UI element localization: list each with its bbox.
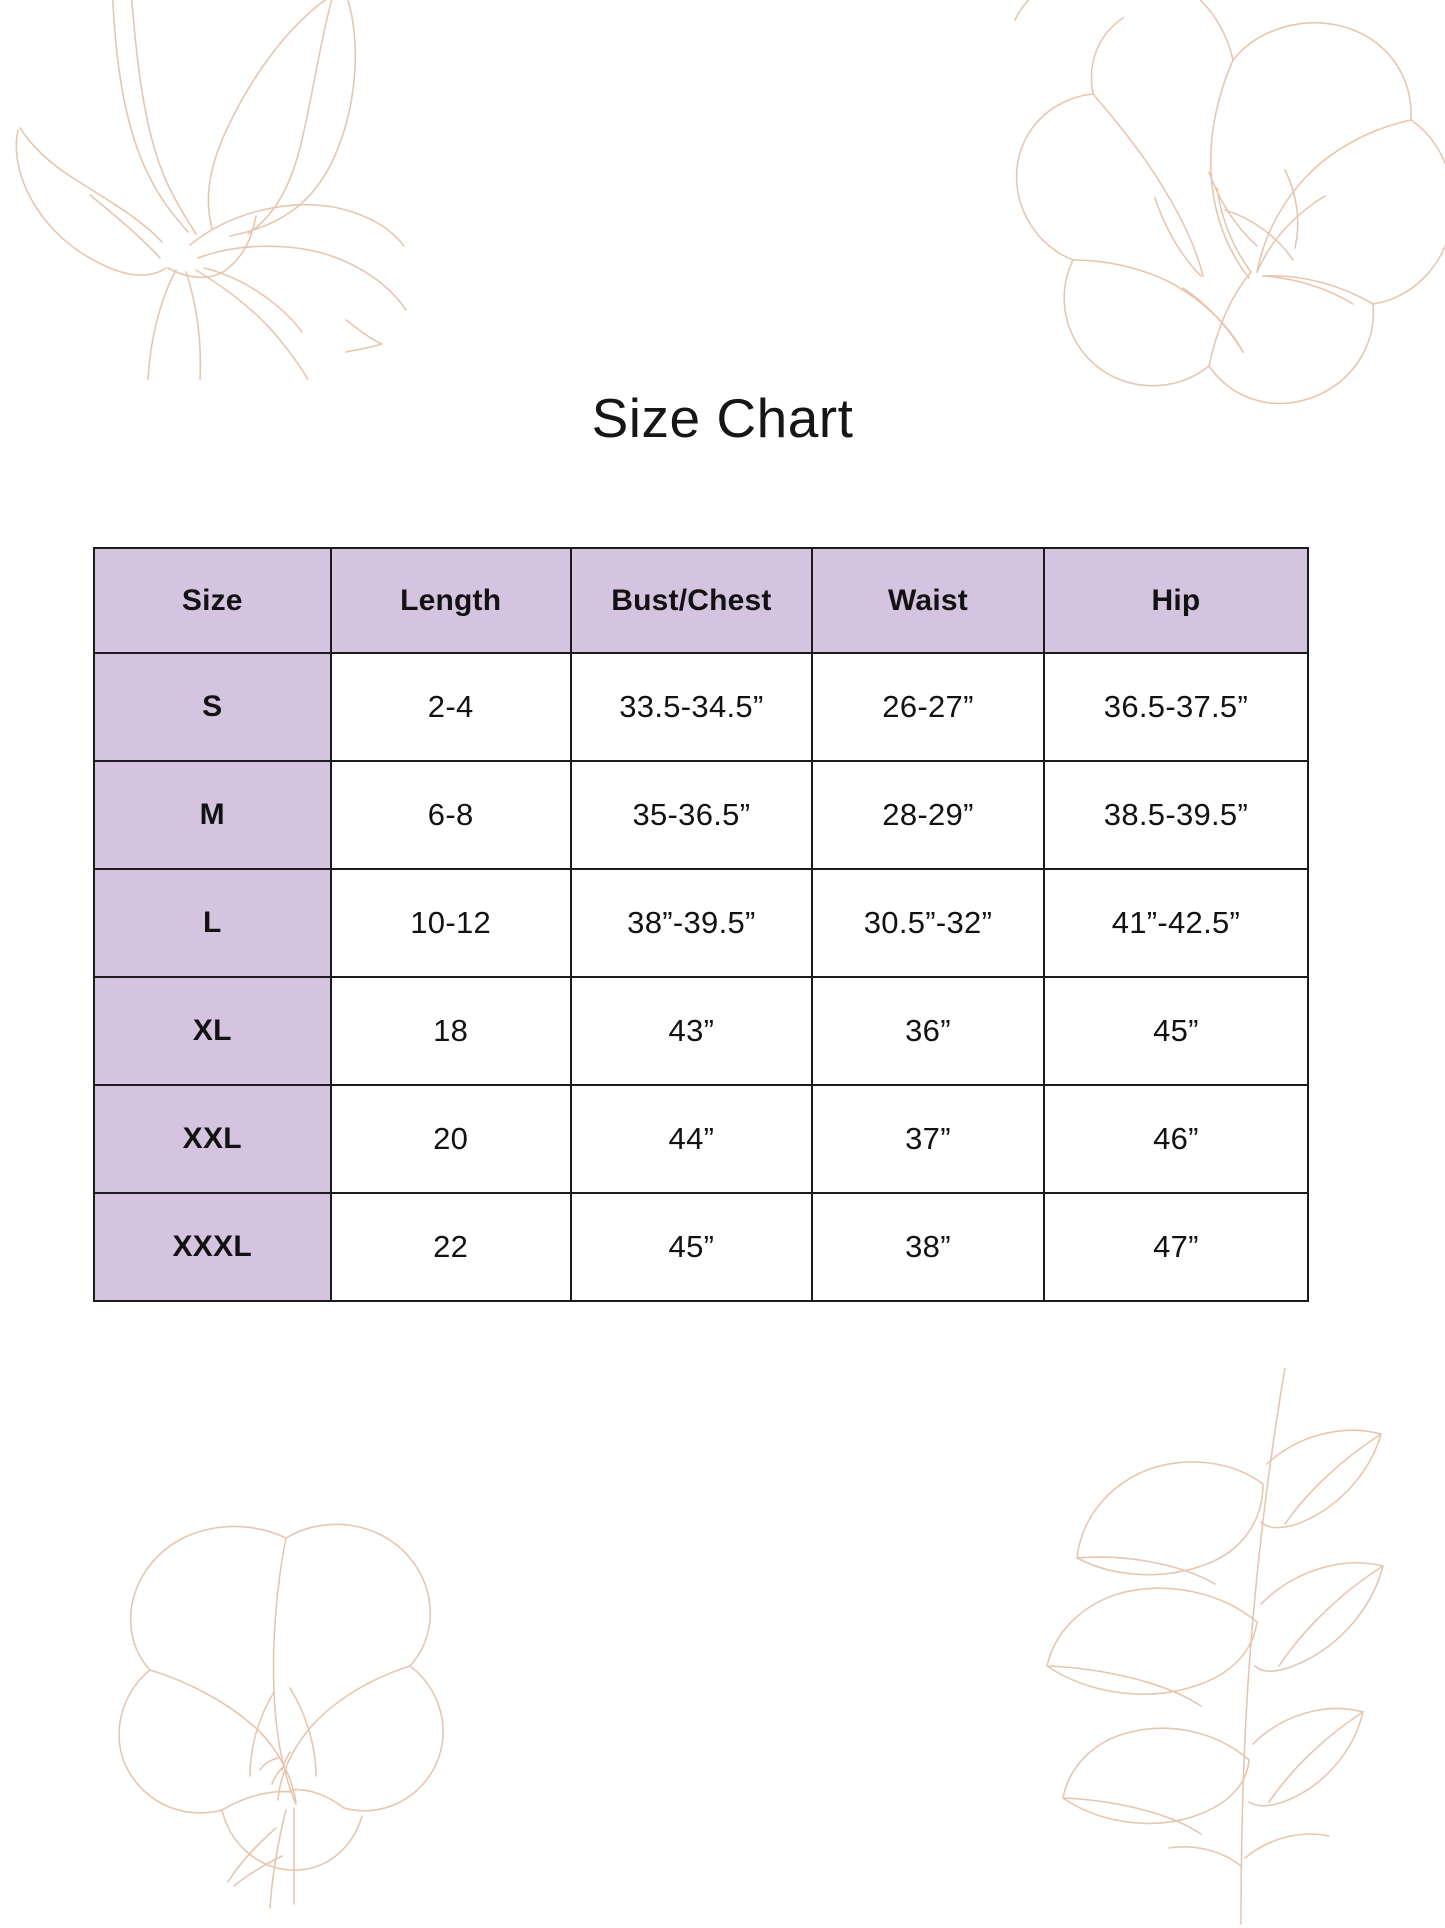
table-row: L 10-12 38”-39.5” 30.5”-32” 41”-42.5” [93,868,1310,978]
cell-bust: 45” [569,1192,814,1302]
cell-size: XXXL [93,1192,332,1302]
cell-waist: 28-29” [811,760,1045,870]
table-row: XL 18 43” 36” 45” [93,976,1310,1086]
cell-hip: 46” [1042,1084,1310,1194]
page-title: Size Chart [591,387,854,449]
cell-length: 22 [329,1192,572,1302]
table-row: M 6-8 35-36.5” 28-29” 38.5-39.5” [93,760,1310,870]
cell-size: L [93,868,332,978]
cell-waist: 30.5”-32” [811,868,1045,978]
cell-size: M [93,760,332,870]
size-chart-table: Size Length Bust/Chest Waist Hip S 2-4 3… [93,547,1310,1302]
cell-waist: 26-27” [811,652,1045,762]
cell-bust: 43” [569,976,814,1086]
cell-size: XXL [93,1084,332,1194]
cell-hip: 36.5-37.5” [1042,652,1310,762]
cell-length: 2-4 [329,652,572,762]
table-header-row: Size Length Bust/Chest Waist Hip [93,547,1310,654]
cell-hip: 41”-42.5” [1042,868,1310,978]
cell-bust: 44” [569,1084,814,1194]
cell-length: 18 [329,976,572,1086]
column-header-bust-chest: Bust/Chest [569,547,814,654]
table-header: Size Length Bust/Chest Waist Hip [93,547,1310,654]
cell-hip: 38.5-39.5” [1042,760,1310,870]
cell-length: 20 [329,1084,572,1194]
cell-waist: 38” [811,1192,1045,1302]
cell-length: 10-12 [329,868,572,978]
column-header-waist: Waist [811,547,1045,654]
cell-length: 6-8 [329,760,572,870]
table-body: S 2-4 33.5-34.5” 26-27” 36.5-37.5” M 6-8… [93,652,1310,1302]
table-row: XXXL 22 45” 38” 47” [93,1192,1310,1302]
cell-waist: 37” [811,1084,1045,1194]
column-header-size: Size [93,547,332,654]
cell-bust: 33.5-34.5” [569,652,814,762]
cell-bust: 38”-39.5” [569,868,814,978]
cell-size: XL [93,976,332,1086]
cell-hip: 45” [1042,976,1310,1086]
size-chart-table-wrapper: Size Length Bust/Chest Waist Hip S 2-4 3… [93,547,1310,1302]
cell-waist: 36” [811,976,1045,1086]
table-row: S 2-4 33.5-34.5” 26-27” 36.5-37.5” [93,652,1310,762]
column-header-hip: Hip [1042,547,1310,654]
cell-size: S [93,652,332,762]
cell-hip: 47” [1042,1192,1310,1302]
column-header-length: Length [329,547,572,654]
table-row: XXL 20 44” 37” 46” [93,1084,1310,1194]
cell-bust: 35-36.5” [569,760,814,870]
